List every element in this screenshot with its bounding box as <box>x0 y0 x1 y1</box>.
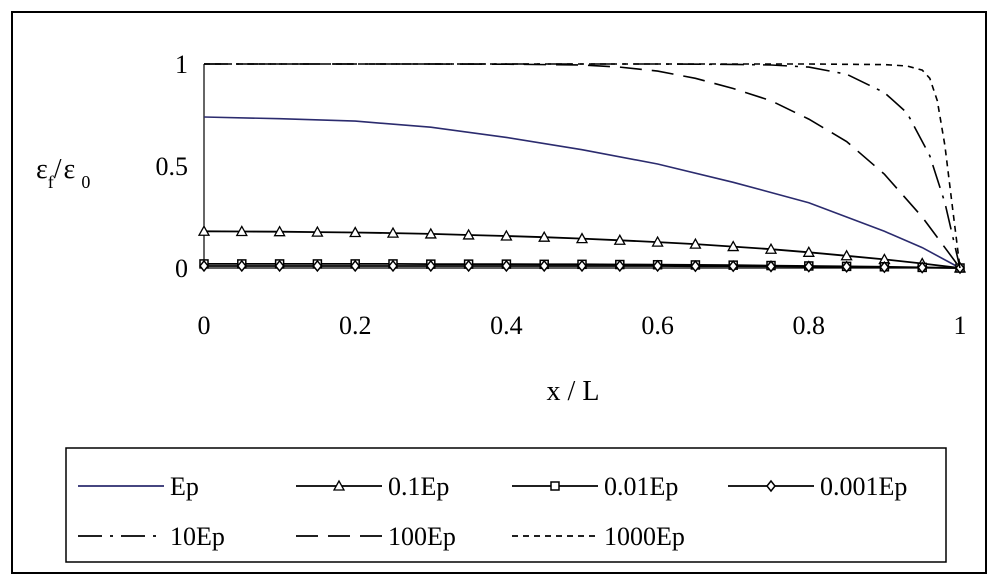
legend: Ep 0.1Ep 0.01Ep 0.001Ep 10Ep 100Ep 1000Ep <box>78 472 907 551</box>
series-point-0-1ep <box>386 226 400 238</box>
series-point-0-1ep <box>349 226 362 238</box>
y-axis-label: εf/ε 0 <box>36 154 90 192</box>
series-point-0-1ep <box>840 249 853 261</box>
series-point-0-001ep <box>614 259 625 273</box>
legend-label: 0.001Ep <box>820 472 907 501</box>
series-point-0-1ep <box>424 227 437 239</box>
x-tick-label: 0.6 <box>641 311 674 340</box>
series-layer <box>197 63 967 275</box>
series-point-0-1ep <box>538 230 551 242</box>
series-line-100ep <box>204 63 961 269</box>
series-point-0-001ep <box>690 259 701 273</box>
legend-label: 100Ep <box>388 522 456 551</box>
legend-marker <box>766 479 776 493</box>
series-point-0-1ep <box>802 245 815 257</box>
series-line-1000ep <box>204 63 961 269</box>
x-tick-label: 1 <box>954 311 967 340</box>
series-point-0-1ep <box>197 224 211 236</box>
x-axis-label: x / L <box>547 376 600 407</box>
x-tick-label: 0.4 <box>490 311 523 340</box>
y-tick-label: 0.5 <box>156 152 189 181</box>
series-point-0-001ep <box>463 259 474 273</box>
legend-label: 0.01Ep <box>604 472 678 501</box>
x-tick-label: 0.2 <box>339 311 372 340</box>
series-point-0-001ep <box>350 259 361 273</box>
series-point-0-001ep <box>236 259 247 273</box>
series-point-0-1ep <box>613 233 626 245</box>
series-point-0-1ep <box>764 242 778 254</box>
series-point-0-001ep <box>766 260 776 273</box>
x-tick-label: 0 <box>198 311 211 340</box>
legend-marker <box>550 481 560 491</box>
series-point-0-001ep <box>652 259 663 273</box>
series-point-0-1ep <box>689 237 702 249</box>
x-tick-label: 0.8 <box>793 311 826 340</box>
series-point-0-001ep <box>501 259 512 273</box>
series-point-0-1ep <box>651 235 664 247</box>
series-point-0-1ep <box>575 232 589 244</box>
y-tick-label: 1 <box>175 50 188 79</box>
legend-label: 1000Ep <box>604 522 685 551</box>
series-point-0-1ep <box>462 228 475 240</box>
series-point-0-001ep <box>577 259 587 273</box>
tick-labels: 0 0.2 0.4 0.6 0.8 1 0 0.5 1 <box>156 50 967 340</box>
series-point-0-1ep <box>727 240 740 252</box>
series-point-0-001ep <box>388 259 398 273</box>
series-point-0-001ep <box>841 260 852 273</box>
series-point-0-1ep <box>311 225 324 237</box>
series-point-0-001ep <box>879 260 890 274</box>
series-point-0-1ep <box>500 229 513 241</box>
legend-marker <box>332 479 346 491</box>
series-point-0-001ep <box>312 259 323 273</box>
series-point-0-1ep <box>235 225 248 237</box>
legend-label: Ep <box>170 472 199 501</box>
legend-box <box>65 447 947 563</box>
y-tick-label: 0 <box>175 254 188 283</box>
series-point-0-001ep <box>425 259 436 273</box>
series-point-0-001ep <box>274 259 285 273</box>
series-point-0-001ep <box>803 260 814 273</box>
series-point-0-001ep <box>728 259 739 273</box>
series-point-0-001ep <box>917 261 928 274</box>
series-point-0-1ep <box>273 225 286 237</box>
series-point-0-001ep <box>199 259 209 273</box>
series-line-ep <box>203 116 961 269</box>
series-point-0-001ep <box>539 259 550 273</box>
legend-label: 0.1Ep <box>388 472 449 501</box>
legend-label: 10Ep <box>170 522 225 551</box>
